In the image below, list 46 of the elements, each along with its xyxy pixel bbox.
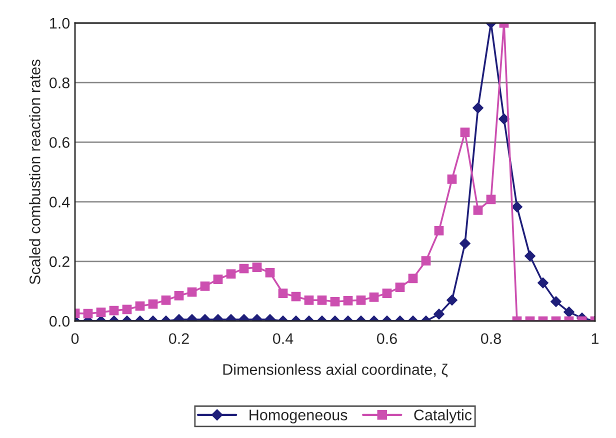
point: [278, 288, 288, 298]
point: [187, 287, 197, 297]
x-tick-label: 0.4: [272, 333, 294, 344]
y-tick-label: 0.0: [50, 316, 70, 327]
x-tick-label: 0: [71, 333, 79, 344]
point: [174, 290, 184, 300]
x-tick-label: 0.8: [480, 333, 501, 344]
x-tick-label: 1: [592, 333, 599, 344]
y-tick-label: 0.4: [50, 196, 70, 208]
x-axis-title: Dimensionless axial coordinate, ζ: [223, 364, 448, 378]
point: [213, 274, 223, 284]
point: [460, 128, 470, 138]
point: [447, 174, 457, 184]
point: [265, 268, 275, 278]
y-tick-label: 0.2: [50, 256, 70, 268]
point: [434, 226, 444, 236]
point: [382, 288, 392, 298]
point: [512, 201, 522, 212]
y-tick-label: 1.0: [50, 18, 70, 29]
point: [356, 295, 366, 305]
point: [200, 281, 210, 291]
point: [498, 114, 510, 124]
point: [408, 274, 418, 284]
point: [472, 102, 484, 114]
point: [538, 277, 548, 288]
legend-label: Catalytic: [414, 409, 472, 424]
y-tick-label: 0.8: [50, 77, 70, 88]
point: [317, 295, 327, 305]
y-axis-title: Scaled combustion reaction rates: [29, 60, 40, 284]
point: [252, 262, 262, 272]
point: [524, 250, 536, 262]
x-tick-label: 0.2: [168, 333, 189, 344]
point: [239, 264, 249, 274]
point: [161, 295, 171, 305]
point: [291, 292, 301, 302]
legend-label: Homogeneous: [250, 410, 348, 424]
y-tick-label: 0.6: [50, 137, 70, 148]
point: [460, 238, 470, 249]
point: [473, 205, 483, 215]
point: [421, 256, 431, 266]
point: [369, 292, 379, 302]
point: [330, 296, 340, 306]
x-tick-label: 0.6: [376, 333, 397, 344]
point: [486, 194, 496, 204]
point: [304, 295, 314, 305]
point: [226, 269, 236, 279]
